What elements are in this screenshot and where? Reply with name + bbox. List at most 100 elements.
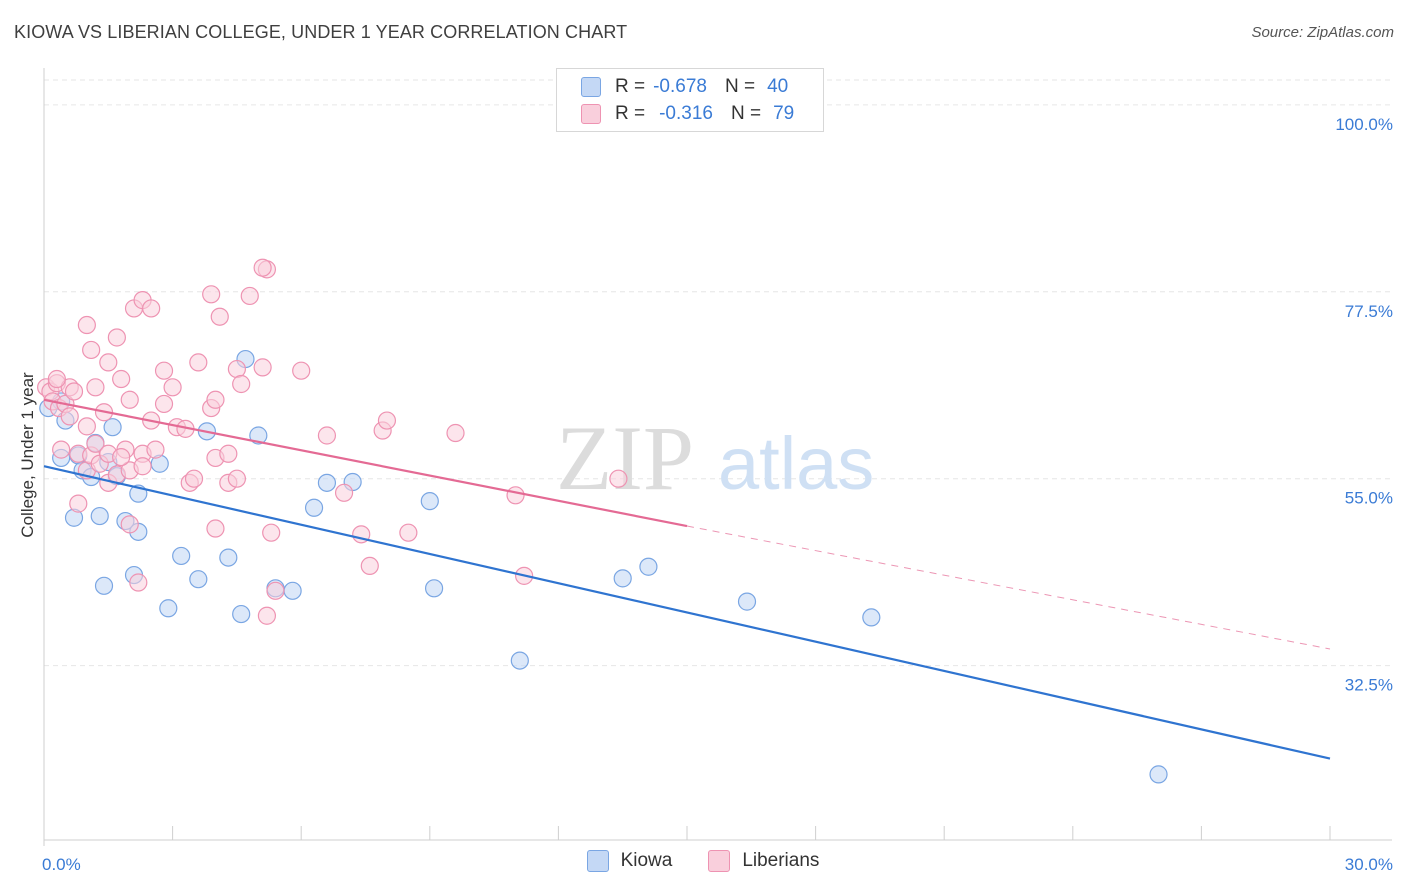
gridlines xyxy=(44,79,1392,667)
liberian-point xyxy=(206,519,225,538)
kiowa-point xyxy=(510,651,529,670)
kiowa-point xyxy=(424,579,444,598)
legend-r-value: -0.678 xyxy=(653,76,707,97)
liberian-point xyxy=(154,361,174,380)
liberian-point xyxy=(206,390,225,409)
correlation-legend: R = -0.678 N = 40 R = -0.316 N = 79 xyxy=(556,68,824,132)
y-tick-label: 100.0% xyxy=(1335,115,1393,134)
watermark-atlas: atlas xyxy=(718,422,874,505)
kiowa-point xyxy=(189,570,208,589)
liberian-point xyxy=(142,299,161,318)
legend-n-value: 79 xyxy=(773,103,795,124)
kiowa-point xyxy=(159,599,178,618)
liberian-point xyxy=(86,434,105,453)
liberian-point xyxy=(60,407,79,426)
legend-n-value: 40 xyxy=(767,76,789,97)
legend-item-liberians[interactable]: Liberians xyxy=(708,850,819,872)
kiowa-point xyxy=(249,426,268,445)
liberian-point xyxy=(120,390,139,409)
kiowa-point xyxy=(639,557,658,576)
kiowa-point xyxy=(103,418,122,437)
liberian-point xyxy=(189,353,208,372)
kiowa-point xyxy=(1149,765,1168,784)
legend-n-label: N = xyxy=(724,76,756,97)
kiowa-point xyxy=(613,569,632,588)
liberian-point xyxy=(47,369,66,389)
liberian-point xyxy=(219,444,238,463)
kiowa-swatch xyxy=(581,77,601,97)
source-attribution: Source: ZipAtlas.com xyxy=(1251,24,1394,41)
liberian-point xyxy=(317,426,337,445)
liberian-point xyxy=(146,440,165,459)
liberian-point xyxy=(292,361,311,380)
liberians-legend-label: Liberians xyxy=(742,850,820,871)
liberian-point xyxy=(120,515,139,534)
liberian-point xyxy=(64,382,84,401)
kiowa-point xyxy=(420,492,439,511)
liberian-point xyxy=(107,328,126,347)
liberian-point xyxy=(334,483,354,502)
liberian-point xyxy=(399,523,418,542)
axes xyxy=(43,68,1392,846)
legend-n-label: N = xyxy=(730,103,762,124)
liberian-point xyxy=(240,286,259,306)
liberian-point xyxy=(227,469,246,488)
liberian-point xyxy=(377,411,397,430)
liberian-point xyxy=(163,378,182,397)
liberian-point xyxy=(227,359,246,379)
liberian-point xyxy=(69,494,88,513)
watermark-zip: ZIP xyxy=(556,407,694,509)
liberian-point xyxy=(253,358,272,377)
liberian-point xyxy=(112,369,131,389)
liberian-point xyxy=(129,573,148,592)
kiowa-point xyxy=(232,604,251,624)
liberian-point xyxy=(609,469,628,488)
legend-row-liberians: R = -0.316 N = 79 xyxy=(581,101,794,127)
liberian-point xyxy=(210,307,229,326)
liberian-point xyxy=(266,581,285,600)
kiowa-point xyxy=(219,548,238,567)
liberian-point xyxy=(446,423,465,443)
kiowa-point xyxy=(90,506,109,526)
y-tick-label: 32.5% xyxy=(1345,676,1393,695)
x-tick-label: 0.0% xyxy=(42,855,81,874)
liberian-point xyxy=(133,457,152,476)
liberian-point xyxy=(77,417,96,436)
liberian-point xyxy=(82,340,101,360)
x-tick-label: 30.0% xyxy=(1345,855,1393,874)
chart-title: KIOWA VS LIBERIAN COLLEGE, UNDER 1 YEAR … xyxy=(14,22,628,42)
kiowa-legend-swatch xyxy=(586,850,609,872)
legend-r-label: R = xyxy=(615,103,646,124)
kiowa-point xyxy=(283,581,302,600)
series-legend: Kiowa Liberians xyxy=(0,850,1406,872)
kiowa-point xyxy=(172,546,191,566)
liberians-legend-swatch xyxy=(708,850,731,872)
y-tick-label: 55.0% xyxy=(1345,489,1393,508)
legend-row-kiowa: R = -0.678 N = 40 xyxy=(581,74,788,100)
kiowa-point xyxy=(862,608,881,627)
liberian-point xyxy=(184,469,204,488)
liberian-trend-line xyxy=(43,398,688,528)
liberian-point xyxy=(99,353,118,372)
liberian-point xyxy=(257,606,277,625)
liberian-point xyxy=(52,440,71,459)
kiowa-legend-label: Kiowa xyxy=(620,850,673,871)
liberian-point xyxy=(360,556,379,576)
y-axis-label: College, Under 1 year xyxy=(18,372,37,538)
legend-item-kiowa[interactable]: Kiowa xyxy=(586,850,673,872)
legend-r-label: R = xyxy=(615,76,646,97)
liberian-point xyxy=(112,447,131,467)
y-tick-label: 77.5% xyxy=(1345,302,1393,321)
trend-lines xyxy=(43,398,1331,760)
liberian-point xyxy=(506,486,525,505)
liberian-point xyxy=(86,378,105,397)
liberian-point xyxy=(253,258,272,277)
watermark: ZIP atlas xyxy=(556,407,874,509)
legend-r-value: -0.316 xyxy=(659,103,713,124)
kiowa-point xyxy=(94,576,114,595)
kiowa-point xyxy=(317,473,337,492)
liberian-point xyxy=(232,374,251,394)
liberian-points xyxy=(37,258,628,625)
liberian-point xyxy=(77,315,96,335)
